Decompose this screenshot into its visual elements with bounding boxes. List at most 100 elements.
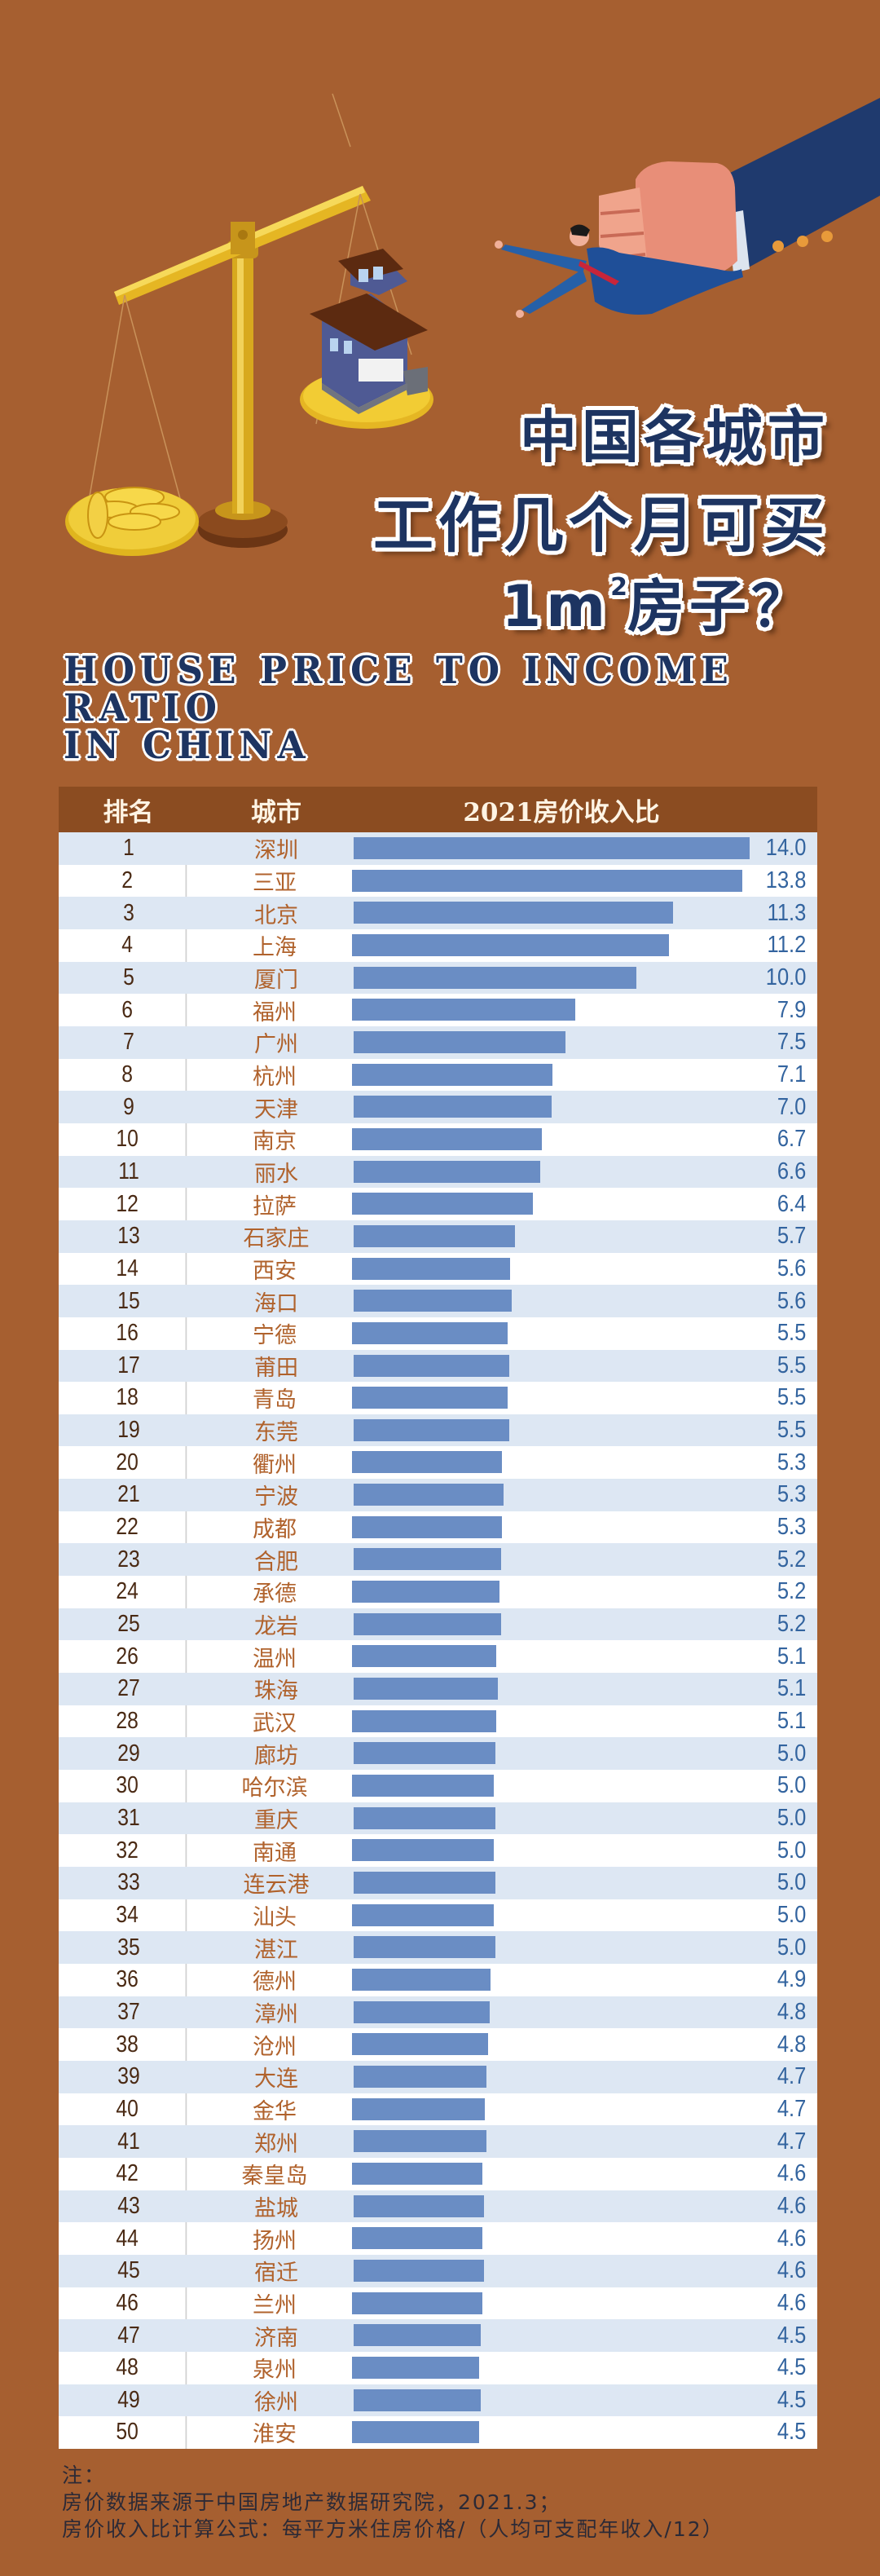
table-row: 23 合肥 5.2 (59, 1543, 817, 1577)
rank-cell: 19 (117, 1417, 140, 1444)
rank-cell: 24 (69, 1576, 187, 1608)
bar-cell: 4.7 (352, 2093, 817, 2126)
bar-cell: 11.2 (352, 929, 817, 962)
bar-cell: 4.5 (352, 2352, 817, 2384)
ratio-value: 5.5 (777, 1320, 806, 1347)
bar-cell: 7.9 (352, 994, 817, 1026)
table-row: 27 珠海 5.1 (59, 1673, 817, 1705)
ratio-value: 5.3 (777, 1514, 806, 1541)
city-cell: 莆田 (254, 1355, 298, 1381)
ratio-bar (354, 1418, 509, 1441)
ratio-bar (354, 1678, 499, 1700)
rank-cell: 6 (69, 994, 187, 1026)
ratio-bar (354, 1160, 541, 1183)
ratio-bar (352, 2162, 482, 2185)
city-cell: 金华 (253, 2098, 297, 2124)
ratio-value: 5.0 (777, 1837, 806, 1864)
rank-cell: 5 (123, 964, 134, 990)
rank-cell: 36 (69, 1963, 187, 1996)
rank-cell: 47 (117, 2322, 140, 2349)
table-row: 46 兰州 4.6 (59, 2287, 817, 2320)
rank-cell: 34 (69, 1899, 187, 1932)
rank-cell: 33 (117, 1869, 140, 1896)
bar-cell: 13.8 (352, 865, 817, 898)
city-cell: 淮安 (253, 2422, 297, 2448)
table-row: 31 重庆 5.0 (59, 1802, 817, 1835)
rank-cell: 17 (117, 1352, 140, 1378)
ratio-value: 5.1 (777, 1708, 806, 1735)
city-cell: 济南 (254, 2325, 298, 2351)
ratio-value: 7.0 (777, 1093, 806, 1120)
ratio-bar (352, 999, 576, 1021)
ratio-value: 5.1 (777, 1675, 806, 1702)
city-cell: 西安 (253, 1258, 297, 1284)
ratio-bar (354, 1806, 495, 1829)
table-row: 40 金华 4.7 (59, 2093, 817, 2126)
rank-cell: 38 (69, 2028, 187, 2061)
bar-cell: 5.1 (352, 1705, 817, 1738)
bar-cell: 5.0 (354, 1931, 817, 1964)
bar-cell: 4.6 (352, 2222, 817, 2255)
table-row: 3 北京 11.3 (59, 897, 817, 929)
table-row: 24 承德 5.2 (59, 1576, 817, 1608)
table-row: 9 天津 7.0 (59, 1091, 817, 1123)
rank-cell: 30 (69, 1770, 187, 1802)
rank-cell: 48 (69, 2351, 187, 2384)
table-row: 48 泉州 4.5 (59, 2351, 817, 2384)
rank-cell: 21 (117, 1481, 140, 1508)
ratio-value: 6.4 (777, 1190, 806, 1217)
bar-cell: 5.3 (354, 1479, 817, 1511)
city-cell: 深圳 (254, 838, 298, 864)
ratio-bar (354, 1872, 495, 1894)
city-cell: 宁德 (253, 1323, 297, 1349)
ratio-bar (354, 2065, 487, 2088)
ratio-value: 5.5 (777, 1384, 806, 1411)
table-row: 14 西安 5.6 (59, 1252, 817, 1286)
ratio-value: 4.5 (777, 2322, 806, 2349)
ratio-value: 13.8 (765, 867, 806, 893)
house-icon (300, 249, 433, 429)
table-row: 13 石家庄 5.7 (59, 1220, 817, 1253)
ratio-value: 5.5 (777, 1417, 806, 1444)
ratio-value: 4.6 (777, 2225, 806, 2252)
ratio-value: 4.7 (777, 2128, 806, 2155)
city-cell: 宿迁 (254, 2261, 298, 2287)
rank-cell: 26 (69, 1640, 187, 1674)
header-ratio: 2021房价收入比 (463, 797, 660, 827)
city-cell: 南通 (253, 1840, 297, 1866)
city-cell: 厦门 (254, 967, 298, 993)
rank-cell: 43 (117, 2192, 140, 2219)
rank-cell: 18 (69, 1382, 187, 1414)
header-illustration (65, 93, 880, 556)
ratio-bar (352, 1387, 508, 1409)
rank-cell: 27 (117, 1675, 140, 1702)
rank-cell: 16 (69, 1317, 187, 1350)
title-line-3: 1m2房子？ (501, 561, 813, 643)
ratio-value: 5.0 (777, 1869, 806, 1896)
ratio-bar (354, 902, 674, 924)
table-row: 6 福州 7.9 (59, 994, 817, 1026)
table-row: 38 沧州 4.8 (59, 2028, 817, 2061)
table-row: 21 宁波 5.3 (59, 1479, 817, 1511)
bar-cell: 4.6 (354, 2255, 817, 2287)
ratio-bar (354, 2000, 490, 2023)
bar-cell: 4.6 (352, 2158, 817, 2190)
rank-cell: 22 (69, 1511, 187, 1544)
ratio-bar (354, 1612, 501, 1635)
ratio-bar (352, 1127, 542, 1150)
ratio-bar (352, 2356, 480, 2379)
city-cell: 三亚 (253, 870, 297, 896)
ratio-value: 5.6 (777, 1287, 806, 1314)
rank-cell: 12 (69, 1188, 187, 1220)
rank-cell: 23 (117, 1546, 140, 1573)
table-row: 42 秦皇岛 4.6 (59, 2157, 817, 2190)
ratio-value: 4.5 (777, 2419, 806, 2446)
city-cell: 南京 (253, 1129, 297, 1155)
ratio-value: 5.2 (777, 1578, 806, 1605)
rank-cell: 31 (117, 1805, 140, 1832)
bar-cell: 5.3 (352, 1511, 817, 1544)
city-cell: 重庆 (254, 1808, 298, 1834)
ratio-value: 11.2 (767, 932, 806, 959)
bar-cell: 6.4 (352, 1188, 817, 1220)
rank-cell: 7 (123, 1029, 134, 1056)
